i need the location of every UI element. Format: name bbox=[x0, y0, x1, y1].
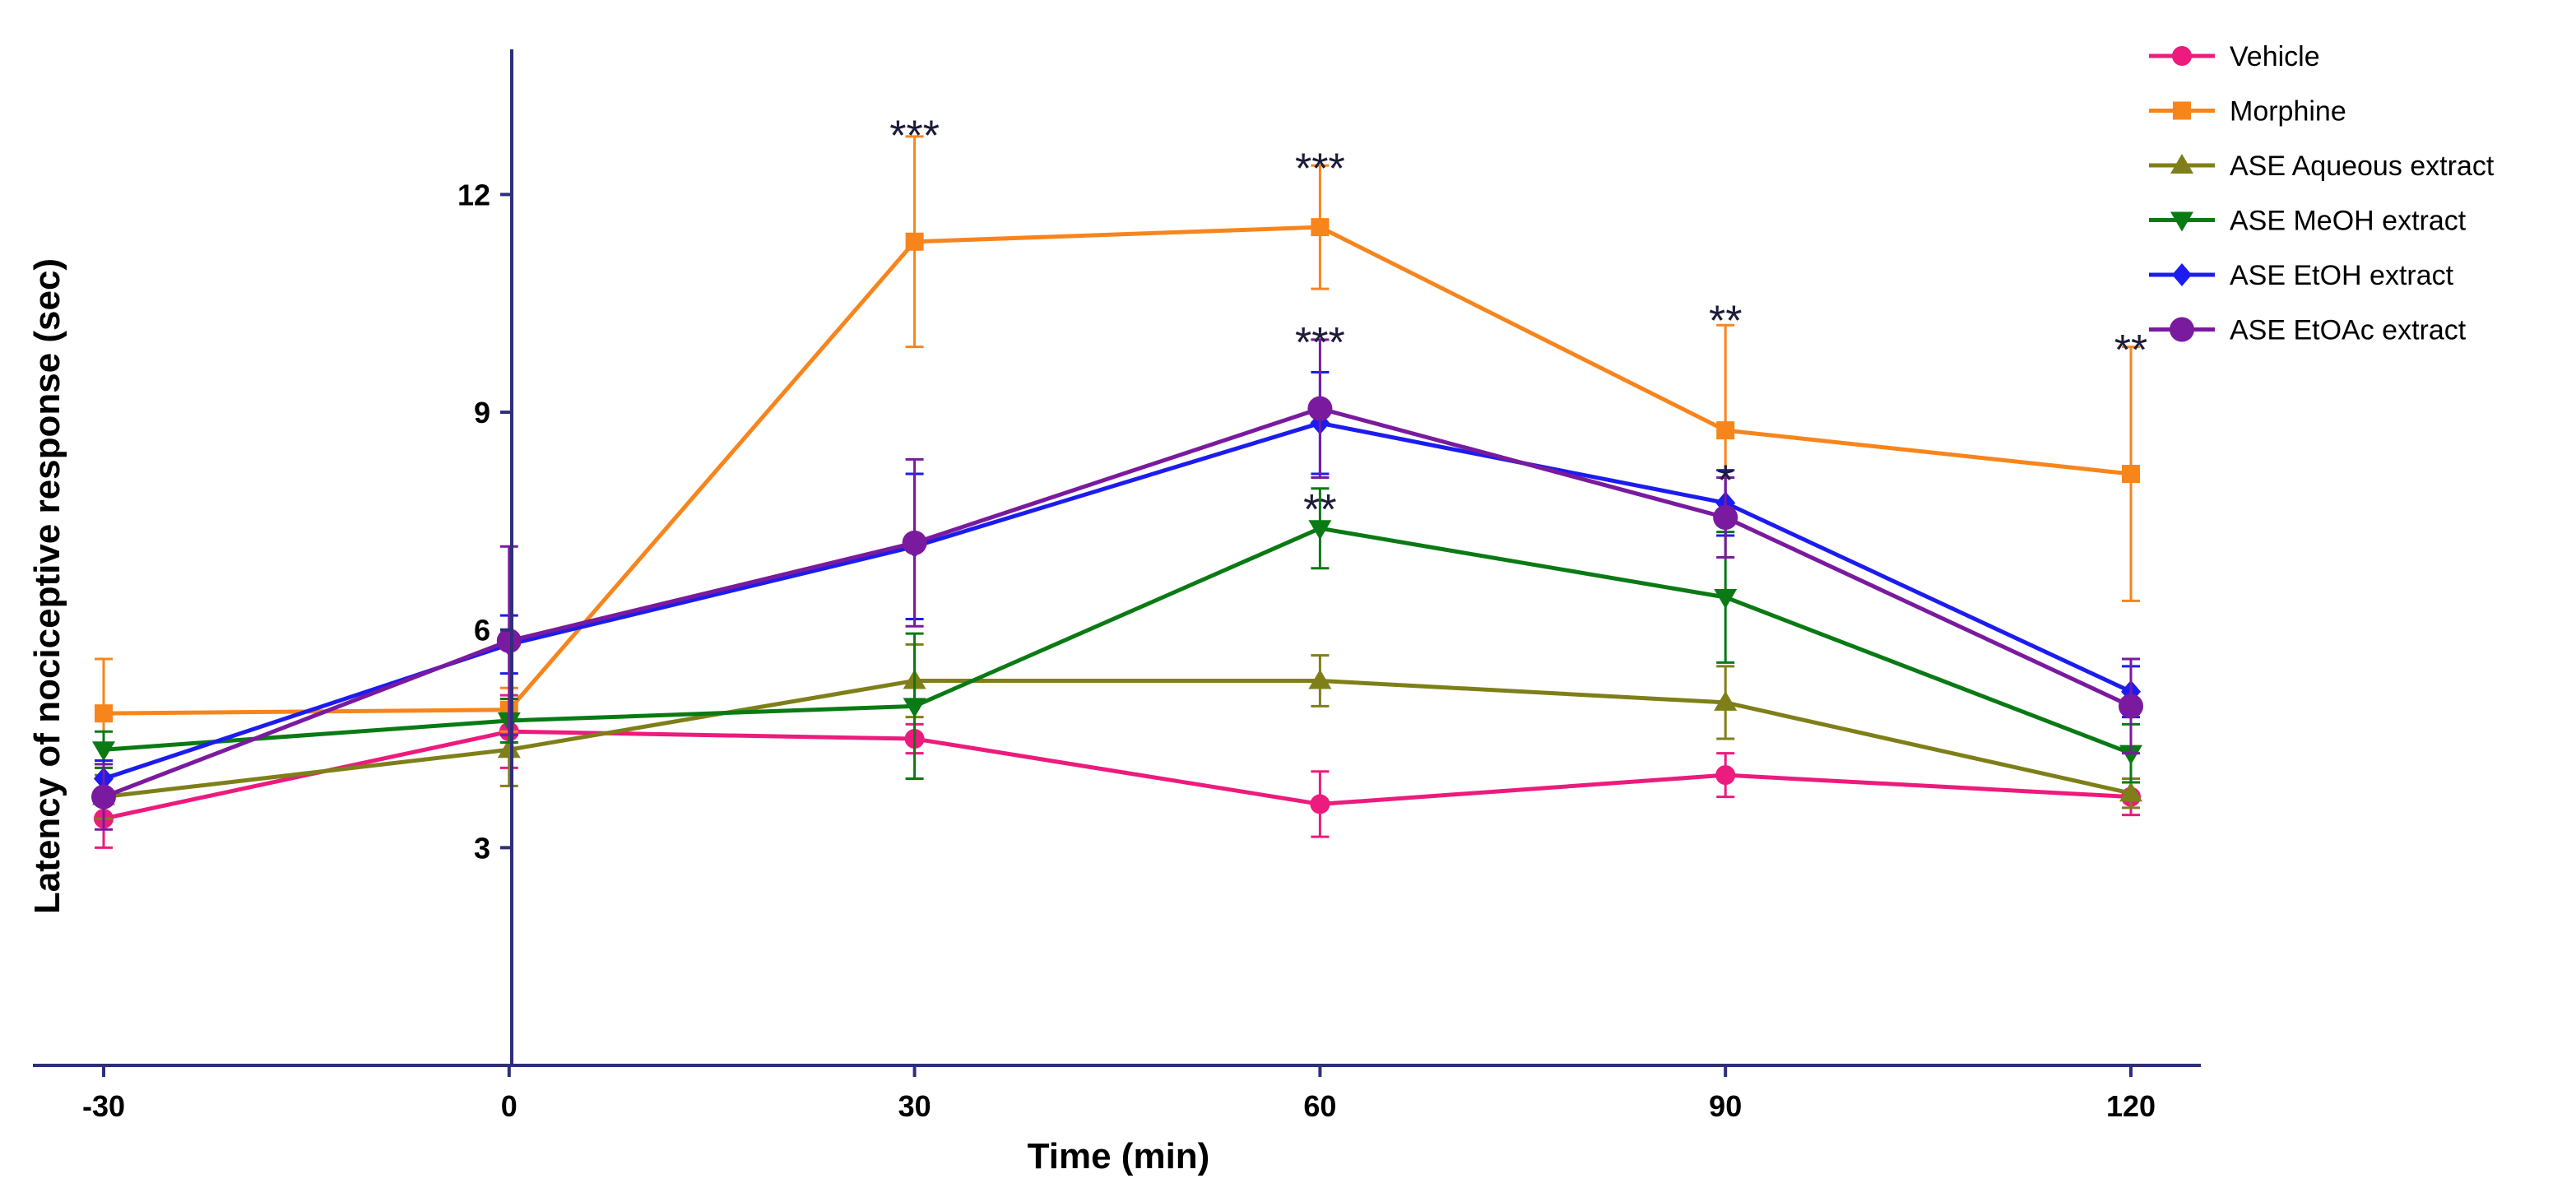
x-ticks: -30 0 30 60 90 120 bbox=[82, 1065, 2156, 1123]
legend-label: ASE Aqueous extract bbox=[2230, 151, 2495, 182]
data-point bbox=[1713, 504, 1738, 530]
series-line-vehicle bbox=[103, 729, 2132, 821]
legend-label: ASE MeOH extract bbox=[2230, 206, 2467, 237]
x-axis-title: Time (min) bbox=[1028, 1136, 1210, 1176]
data-point bbox=[2122, 465, 2140, 484]
legend-item: ASE MeOH extract bbox=[2149, 206, 2467, 237]
legend-label: Morphine bbox=[2230, 96, 2346, 128]
significance-marker: ** bbox=[2114, 327, 2147, 374]
significance-marker: ** bbox=[1303, 486, 1336, 534]
y-tick-label: 6 bbox=[474, 614, 490, 647]
data-point bbox=[91, 784, 116, 810]
legend-item: ASE Aqueous extract bbox=[2149, 151, 2495, 182]
x-tick-label: 120 bbox=[2106, 1089, 2156, 1123]
series-vehicle bbox=[94, 694, 2141, 849]
legend-item: ASE EtOAc extract bbox=[2149, 315, 2467, 346]
y-tick-label: 3 bbox=[474, 831, 490, 865]
data-point bbox=[1310, 794, 1330, 814]
series-ase-etoac-extract bbox=[91, 338, 2143, 831]
series-line-morphine bbox=[103, 225, 2132, 716]
significance-marker: *** bbox=[1295, 319, 1345, 367]
data-point bbox=[902, 530, 927, 555]
series-ase-etoh-extract bbox=[94, 371, 2141, 799]
data-point bbox=[1308, 520, 1332, 541]
data-point bbox=[2119, 745, 2142, 765]
legend-swatch-marker bbox=[2170, 211, 2193, 232]
legend-swatch-marker bbox=[2172, 263, 2192, 286]
y-tick-label: 9 bbox=[474, 396, 490, 429]
legend: Vehicle Morphine ASE Aqueous extract ASE Me… bbox=[2149, 41, 2495, 346]
data-point bbox=[1714, 589, 1738, 610]
data-point bbox=[496, 628, 522, 653]
data-point bbox=[95, 704, 113, 723]
data-point bbox=[1715, 765, 1736, 786]
data-point bbox=[92, 741, 115, 762]
series-layer bbox=[91, 135, 2143, 849]
significance-marker: *** bbox=[889, 113, 940, 160]
plot-area: **************** bbox=[91, 113, 2147, 849]
axes: -30 0 30 60 90 120 3 6 9 12 Time (min) Latency o… bbox=[27, 49, 2201, 1176]
y-ticks: 3 6 9 12 bbox=[457, 178, 512, 865]
data-point bbox=[1311, 218, 1330, 237]
x-tick-label: 90 bbox=[1709, 1089, 1742, 1123]
series-line-ase-meoh-extract bbox=[103, 526, 2132, 756]
legend-swatch-marker bbox=[2172, 46, 2192, 66]
legend-swatch-marker bbox=[2170, 317, 2194, 342]
data-point bbox=[905, 232, 924, 251]
legend-swatch-marker bbox=[2173, 101, 2191, 120]
significance-marker: * bbox=[1717, 457, 1734, 505]
data-point bbox=[2119, 782, 2142, 802]
data-point bbox=[497, 738, 521, 759]
x-tick-label: 0 bbox=[501, 1089, 518, 1123]
data-point bbox=[1308, 669, 1332, 689]
data-point bbox=[903, 698, 926, 718]
legend-item: Morphine bbox=[2149, 96, 2346, 128]
data-point bbox=[2119, 694, 2143, 719]
y-tick-label: 12 bbox=[457, 178, 490, 211]
series-line-ase-aqueous-extract bbox=[103, 678, 2132, 800]
significance-annotations: **************** bbox=[889, 113, 2147, 534]
x-tick-label: 30 bbox=[898, 1089, 931, 1123]
legend-label: ASE EtOAc extract bbox=[2230, 315, 2467, 346]
x-tick-label: 60 bbox=[1303, 1089, 1336, 1123]
legend-item: ASE EtOH extract bbox=[2149, 260, 2454, 291]
data-point bbox=[1716, 421, 1735, 440]
legend-label: Vehicle bbox=[2230, 41, 2320, 72]
series-line-ase-etoac-extract bbox=[103, 406, 2133, 799]
legend-label: ASE EtOH extract bbox=[2230, 260, 2454, 291]
series-morphine bbox=[95, 135, 2140, 769]
x-tick-label: -30 bbox=[82, 1089, 125, 1123]
data-point bbox=[1714, 690, 1738, 711]
significance-marker: *** bbox=[1295, 145, 1345, 193]
data-point bbox=[1307, 396, 1333, 421]
legend-item: Vehicle bbox=[2149, 41, 2320, 72]
series-ase-meoh-extract bbox=[92, 487, 2142, 784]
y-axis-title: Latency of nociceptive response (sec) bbox=[27, 258, 67, 914]
legend-swatch-marker bbox=[2170, 154, 2193, 174]
significance-marker: ** bbox=[1709, 298, 1742, 346]
series-ase-aqueous-extract bbox=[92, 643, 2142, 820]
